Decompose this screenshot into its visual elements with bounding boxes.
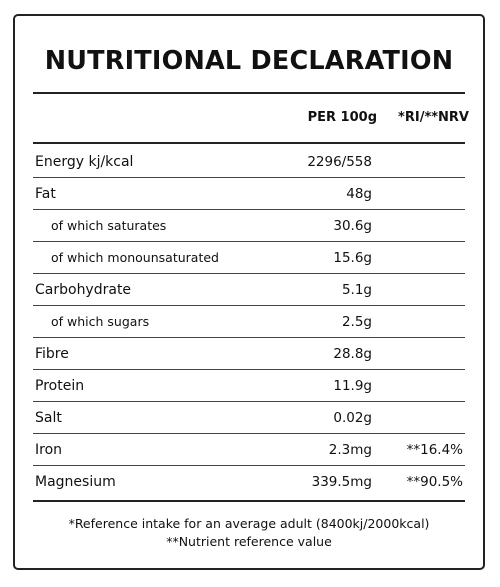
nutrient-value: 48g xyxy=(346,186,372,202)
nutrient-row-protein: Protein 11.9g xyxy=(33,370,465,401)
nutrition-label: NUTRITIONAL DECLARATION PER 100g *RI/**N… xyxy=(13,14,485,570)
row-divider xyxy=(33,465,465,466)
nutrient-row-magnesium: Magnesium 339.5mg **90.5% xyxy=(33,466,465,497)
nutrient-name: Fat xyxy=(35,186,56,202)
nutrient-row-carbohydrate: Carbohydrate 5.1g xyxy=(33,274,465,305)
column-header-ri-nrv: *RI/**NRV xyxy=(398,110,469,125)
row-divider xyxy=(33,209,465,210)
row-divider xyxy=(33,433,465,434)
nutrient-value: 2.5g xyxy=(341,314,372,330)
nutrient-row-monounsaturated: of which monounsaturated 15.6g xyxy=(33,242,465,273)
footnote-reference-intake: *Reference intake for an average adult (… xyxy=(68,516,430,531)
nutrient-name: Iron xyxy=(35,442,63,458)
footnote-nutrient-reference: **Nutrient reference value xyxy=(166,534,332,549)
nutrient-value: 2.3mg xyxy=(328,442,372,458)
nutrient-row-fat: Fat 48g xyxy=(33,178,465,209)
nutrient-name: of which monounsaturated xyxy=(51,250,219,265)
header-divider xyxy=(33,142,465,144)
row-divider xyxy=(33,401,465,402)
nutrient-value: 30.6g xyxy=(333,218,372,234)
label-title: NUTRITIONAL DECLARATION xyxy=(44,46,454,76)
footer-divider xyxy=(33,500,465,502)
nutrient-name: Salt xyxy=(35,410,62,426)
nutrient-row-fibre: Fibre 28.8g xyxy=(33,338,465,369)
nutrient-row-iron: Iron 2.3mg **16.4% xyxy=(33,434,465,465)
nutrient-value: 2296/558 xyxy=(307,154,372,170)
nutrient-ri: **16.4% xyxy=(406,442,463,458)
nutrient-value: 15.6g xyxy=(333,250,372,266)
nutrient-value: 339.5mg xyxy=(311,474,372,490)
title-divider xyxy=(33,92,465,94)
column-header-per-100g: PER 100g xyxy=(307,110,377,125)
nutrient-name: of which sugars xyxy=(51,314,150,329)
nutrient-name: Fibre xyxy=(35,346,69,362)
nutrient-value: 0.02g xyxy=(333,410,372,426)
nutrient-value: 28.8g xyxy=(333,346,372,362)
nutrient-name: Magnesium xyxy=(35,474,116,490)
nutrient-name: Energy kj/kcal xyxy=(35,154,134,170)
row-divider xyxy=(33,369,465,370)
nutrient-row-saturates: of which saturates 30.6g xyxy=(33,210,465,241)
nutrient-row-salt: Salt 0.02g xyxy=(33,402,465,433)
nutrient-row-sugars: of which sugars 2.5g xyxy=(33,306,465,337)
nutrient-value: 11.9g xyxy=(333,378,372,394)
row-divider xyxy=(33,337,465,338)
nutrient-name: Protein xyxy=(35,378,85,394)
nutrient-ri: **90.5% xyxy=(406,474,463,490)
nutrient-name: Carbohydrate xyxy=(35,282,132,298)
nutrient-value: 5.1g xyxy=(341,282,372,298)
nutrient-name: of which saturates xyxy=(51,218,167,233)
row-divider xyxy=(33,177,465,178)
nutrient-row-energy: Energy kj/kcal 2296/558 xyxy=(33,146,465,177)
row-divider xyxy=(33,273,465,274)
row-divider xyxy=(33,241,465,242)
row-divider xyxy=(33,305,465,306)
